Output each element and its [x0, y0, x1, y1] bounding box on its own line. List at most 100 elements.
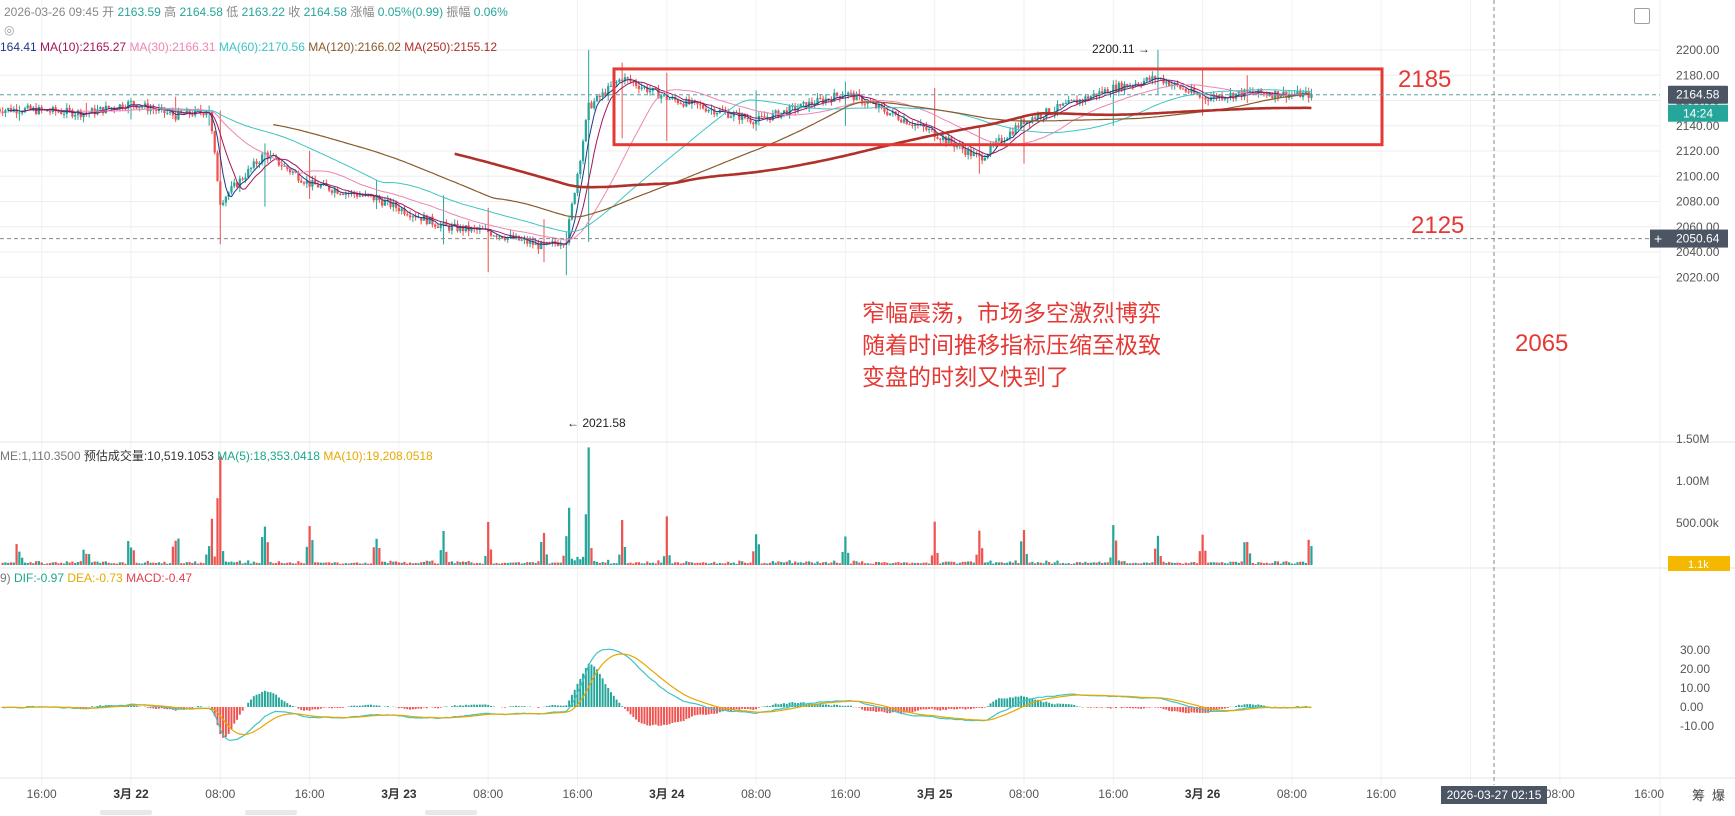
macd-hist-bar [861, 707, 864, 710]
macd-hist-bar [587, 663, 590, 707]
candle-body [411, 216, 414, 218]
candle-body [121, 104, 124, 109]
macd-hist-bar [1000, 698, 1003, 707]
header-field: 2164.58 [180, 5, 227, 19]
volume-bar [648, 562, 652, 565]
macd-hist-bar [1036, 699, 1039, 707]
candle-body [48, 111, 52, 113]
volume-bar [261, 537, 264, 565]
volume-bar [1226, 563, 1229, 565]
volume-bar [704, 562, 707, 565]
volume-bar [118, 562, 121, 565]
candle-body [498, 236, 501, 238]
volume-bar [442, 530, 445, 565]
candle-body [436, 226, 440, 229]
volume-bar [668, 555, 671, 565]
candle-body [1184, 88, 1187, 92]
fullscreen-icon[interactable] [1634, 8, 1650, 24]
volume-bar [735, 563, 738, 565]
candle-body [969, 149, 973, 157]
candle-body [1008, 131, 1012, 139]
macd-hist-bar [439, 707, 442, 708]
candle-body [880, 104, 883, 108]
volume-bar [403, 561, 406, 565]
volume-bar [191, 562, 194, 565]
candle-body [7, 107, 10, 111]
macd-hist-bar [1123, 707, 1126, 708]
macd-hist-bar [1143, 707, 1145, 709]
macd-hist-bar [978, 707, 981, 708]
candle-body [551, 241, 554, 243]
volume-bar [269, 561, 272, 565]
volume-bar [1039, 562, 1042, 565]
scroll-handle[interactable] [100, 810, 152, 815]
candle-body [816, 97, 819, 105]
macd-hist-bar [1170, 707, 1173, 712]
macd-hist-bar [942, 707, 945, 710]
volume-bar [922, 562, 925, 565]
volume-bar [1198, 551, 1201, 565]
macd-hist-bar [155, 707, 158, 709]
price-tick-label: 2100.00 [1676, 169, 1720, 183]
candle-body [713, 109, 716, 115]
header-field: 2163.22 [242, 5, 289, 19]
macd-hist-bar [330, 707, 333, 709]
macd-hist-bar [478, 704, 481, 707]
header-field: 低 [226, 5, 241, 19]
candle-body [261, 154, 264, 163]
volume-bar [132, 550, 135, 565]
candle-body [799, 103, 802, 109]
volume-bar [1190, 562, 1193, 565]
time-tick-label: 08:00 [1277, 787, 1307, 801]
volume-bar [576, 556, 579, 565]
macd-hist-bar [467, 705, 470, 707]
macd-hist-bar [400, 707, 403, 709]
macd-hist-bar [185, 707, 188, 708]
volume-bar [674, 562, 677, 565]
time-tick-label: 08:00 [473, 787, 503, 801]
macd-hist-bar [1235, 705, 1238, 707]
plus-icon: + [1654, 231, 1662, 247]
candle-body [475, 228, 479, 230]
level-support-label: 2065 [1515, 330, 1568, 357]
candle-body [537, 242, 540, 250]
macd-hist-bar [1168, 707, 1171, 711]
volume-bar [782, 562, 786, 565]
macd-hist-bar [356, 705, 359, 707]
macd-hist-bar [445, 706, 448, 707]
candle-body [785, 110, 788, 116]
candle-body [118, 104, 121, 110]
macd-hist-bar [702, 707, 705, 715]
macd-hist-bar [654, 707, 657, 725]
macd-hist-bar [590, 664, 593, 707]
candle-body [339, 193, 342, 195]
volume-bar [185, 562, 188, 565]
candle-body [205, 113, 208, 116]
macd-hist-bar [512, 706, 515, 707]
volume-bar [54, 562, 57, 565]
crosshair-plus-button[interactable] [1650, 229, 1668, 248]
scroll-handle[interactable] [245, 810, 297, 815]
candle-body [925, 126, 928, 130]
macd-hist-bar [947, 707, 950, 709]
candle-body [819, 97, 822, 99]
legend-item: 164.41 [0, 40, 40, 54]
volume-bar [383, 561, 387, 565]
volume-bar [671, 563, 674, 565]
volume-bar [266, 542, 269, 565]
macd-hist-bar [545, 706, 548, 707]
legend-item: MA(60):2170.56 [219, 40, 308, 54]
volume-bar [1106, 562, 1109, 565]
macd-hist-bar [233, 707, 236, 724]
scroll-handle[interactable] [425, 810, 477, 815]
volume-bar [1156, 535, 1160, 565]
macd-hist-bar [665, 707, 668, 725]
volume-bar [411, 563, 414, 565]
macd-hist-bar [537, 707, 540, 708]
macd-hist-bar [933, 707, 936, 710]
candle-body [244, 177, 247, 180]
macd-hist-bar [464, 704, 467, 707]
volume-bar [955, 563, 959, 565]
